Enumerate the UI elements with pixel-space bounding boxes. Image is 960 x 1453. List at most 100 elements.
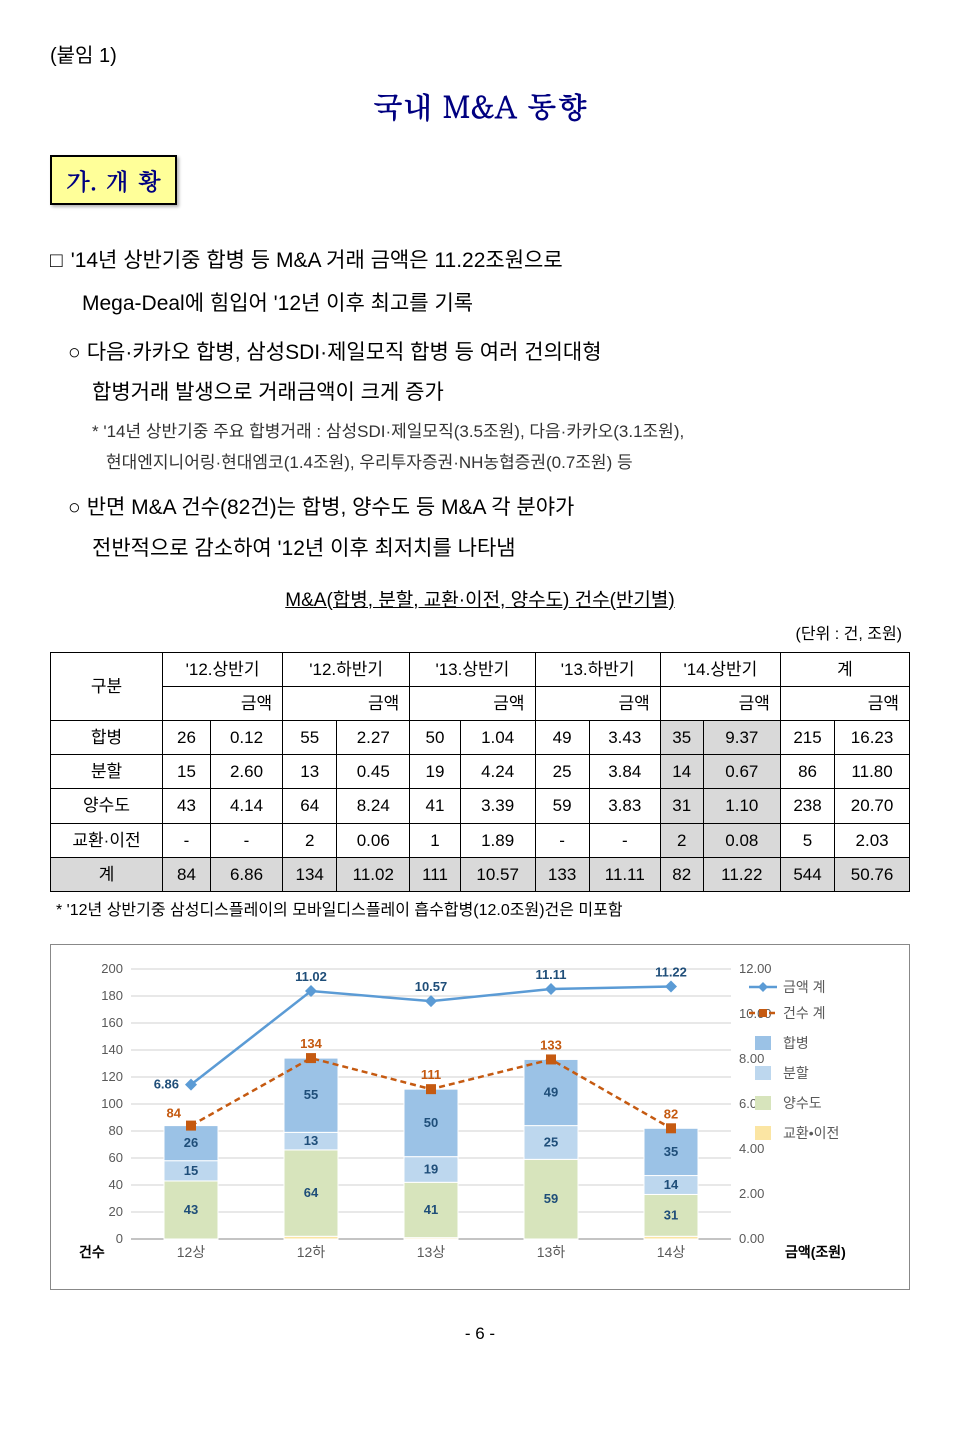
svg-text:134: 134	[300, 1036, 322, 1051]
cell: 31	[660, 789, 703, 823]
cell: 111	[410, 857, 461, 891]
svg-text:0: 0	[116, 1231, 123, 1246]
row-label: 분할	[51, 755, 163, 789]
table-header: 계	[780, 652, 909, 686]
table-header-sub: 금액	[660, 686, 780, 720]
svg-text:200: 200	[101, 961, 123, 976]
cell: 2	[283, 823, 337, 857]
svg-text:건수: 건수	[79, 1244, 105, 1260]
cell: 26	[163, 720, 211, 754]
ma-chart: 0204060801001201401601802000.002.004.006…	[61, 951, 881, 1281]
cell: 0.06	[337, 823, 410, 857]
table-header: '12.하반기	[283, 652, 410, 686]
table-header-sub: 금액	[283, 686, 410, 720]
cell: 2.03	[835, 823, 910, 857]
svg-text:15: 15	[184, 1162, 198, 1177]
cell: 134	[283, 857, 337, 891]
svg-text:84: 84	[167, 1105, 182, 1120]
cell: 41	[410, 789, 461, 823]
svg-text:10.57: 10.57	[415, 979, 448, 994]
svg-text:120: 120	[101, 1069, 123, 1084]
table-header: '13.상반기	[410, 652, 535, 686]
svg-text:160: 160	[101, 1015, 123, 1030]
row-label: 양수도	[51, 789, 163, 823]
table-footnote: * '12년 상반기중 삼성디스플레이의 모바일디스플레이 흡수합병(12.0조…	[56, 898, 910, 924]
cell: 11.11	[589, 857, 660, 891]
p3-line2: 전반적으로 감소하여 '12년 이후 최저치를 나타냄	[92, 532, 910, 566]
svg-text:11.11: 11.11	[535, 967, 566, 982]
cell: 14	[660, 755, 703, 789]
svg-text:12하: 12하	[297, 1244, 326, 1260]
svg-text:41: 41	[424, 1201, 438, 1216]
table-header-sub: 금액	[780, 686, 909, 720]
cell: 5	[780, 823, 834, 857]
p2-line1: 다음·카카오 합병, 삼성SDI·제일모직 합병 등 여러 건의대형	[87, 341, 602, 364]
chart-container: 0204060801001201401601802000.002.004.006…	[50, 944, 910, 1291]
cell: 82	[660, 857, 703, 891]
cell: 13	[283, 755, 337, 789]
svg-text:13상: 13상	[417, 1244, 446, 1260]
cell: 8.24	[337, 789, 410, 823]
cell: 20.70	[835, 789, 910, 823]
svg-text:80: 80	[109, 1123, 123, 1138]
cell: 15	[163, 755, 211, 789]
svg-text:49: 49	[544, 1084, 558, 1099]
ma-table: 구분'12.상반기'12.하반기'13.상반기'13.하반기'14.상반기계금액…	[50, 652, 910, 892]
p1-line1: '14년 상반기중 합병 등 M&A 거래 금액은 11.22조원으로	[71, 249, 563, 272]
table-header-sub: 금액	[535, 686, 660, 720]
svg-text:13하: 13하	[537, 1244, 566, 1260]
cell: -	[163, 823, 211, 857]
cell: 0.45	[337, 755, 410, 789]
table-header-sub: 금액	[163, 686, 283, 720]
cell: 64	[283, 789, 337, 823]
svg-text:양수도: 양수도	[783, 1095, 822, 1111]
table-row: 교환·이전--20.0611.89--20.0852.03	[51, 823, 910, 857]
cell: 0.67	[703, 755, 780, 789]
table-header: '12.상반기	[163, 652, 283, 686]
svg-text:건수 계: 건수 계	[783, 1005, 826, 1021]
svg-text:4.00: 4.00	[739, 1141, 764, 1156]
cell: 2.27	[337, 720, 410, 754]
paragraph-2: ○ 다음·카카오 합병, 삼성SDI·제일모직 합병 등 여러 건의대형	[68, 335, 910, 371]
cell: 3.83	[589, 789, 660, 823]
table-header-sub: 금액	[410, 686, 535, 720]
circle-bullet-icon: ○	[68, 341, 81, 364]
cell: 10.57	[460, 857, 535, 891]
svg-text:25: 25	[544, 1134, 558, 1149]
attachment-label: (붙임 1)	[50, 40, 910, 72]
svg-text:6.86: 6.86	[154, 1076, 179, 1091]
svg-text:60: 60	[109, 1150, 123, 1165]
cell: 544	[780, 857, 834, 891]
cell: 4.14	[210, 789, 282, 823]
svg-text:43: 43	[184, 1201, 198, 1216]
svg-text:64: 64	[304, 1185, 319, 1200]
table-row: 합병260.12552.27501.04493.43359.3721516.23	[51, 720, 910, 754]
cell: 25	[535, 755, 589, 789]
svg-text:0.00: 0.00	[739, 1231, 764, 1246]
svg-text:26: 26	[184, 1135, 198, 1150]
table-row: 분할152.60130.45194.24253.84140.678611.80	[51, 755, 910, 789]
table-header: '13.하반기	[535, 652, 660, 686]
cell: 11.80	[835, 755, 910, 789]
table-row: 양수도434.14648.24413.39593.83311.1023820.7…	[51, 789, 910, 823]
cell: 133	[535, 857, 589, 891]
svg-text:금액(조원): 금액(조원)	[785, 1244, 846, 1260]
cell: 3.39	[460, 789, 535, 823]
row-label: 교환·이전	[51, 823, 163, 857]
page-title: 국내 M&A 동향	[50, 82, 910, 130]
cell: 84	[163, 857, 211, 891]
svg-text:140: 140	[101, 1042, 123, 1057]
svg-text:합병: 합병	[783, 1035, 809, 1051]
cell: 4.24	[460, 755, 535, 789]
svg-text:14: 14	[664, 1177, 679, 1192]
paragraph-3: ○반면 M&A 건수(82건)는 합병, 양수도 등 M&A 각 분야가	[68, 490, 910, 526]
cell: 2.60	[210, 755, 282, 789]
svg-text:11.02: 11.02	[295, 969, 327, 984]
cell: 238	[780, 789, 834, 823]
cell: -	[589, 823, 660, 857]
table-body: 합병260.12552.27501.04493.43359.3721516.23…	[51, 720, 910, 891]
svg-text:14상: 14상	[657, 1244, 686, 1260]
table-header: '14.상반기	[660, 652, 780, 686]
p3-line1: 반면 M&A 건수(82건)는 합병, 양수도 등 M&A 각 분야가	[87, 496, 575, 519]
svg-text:12상: 12상	[177, 1244, 206, 1260]
